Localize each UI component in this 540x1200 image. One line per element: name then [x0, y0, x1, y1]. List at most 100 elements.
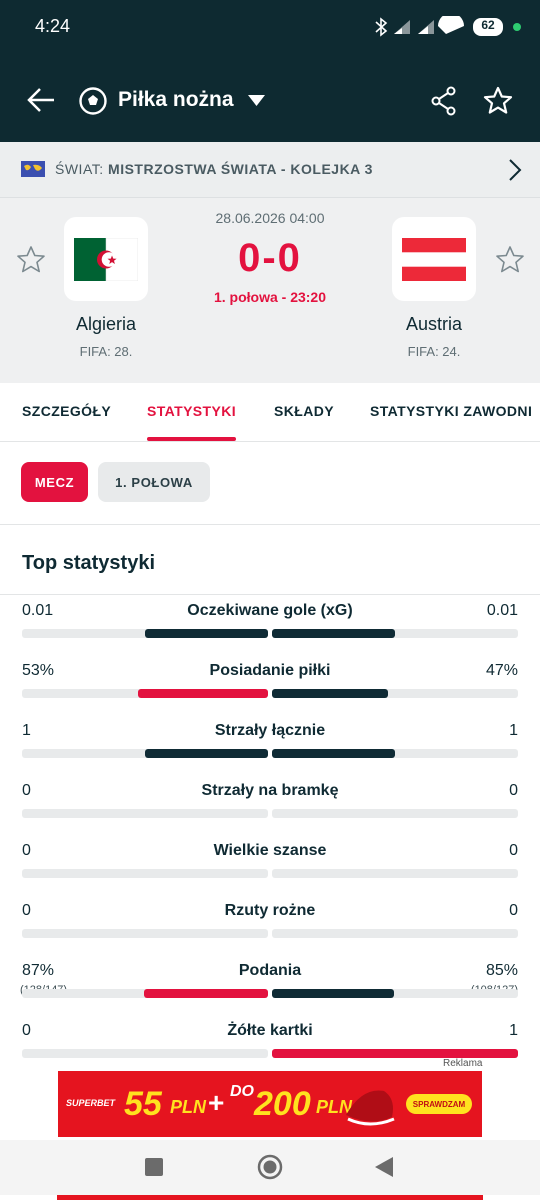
app-header: 4:24 62 Piłka nożna [0, 0, 540, 142]
divider [0, 524, 540, 525]
ad-button[interactable]: SPRAWDZAM [406, 1094, 472, 1114]
breadcrumb[interactable]: ŚWIAT: MISTRZOSTWA ŚWIATA - KOLEJKA 3 [0, 142, 540, 198]
bar-track [272, 749, 518, 758]
breadcrumb-competition: MISTRZOSTWA ŚWIATA - KOLEJKA 3 [108, 161, 373, 177]
stat-home-value: 0 [22, 782, 31, 799]
stat-home-value: 87% [22, 962, 55, 979]
status-time: 4:24 [35, 16, 71, 36]
stat-away-value: 0 [509, 782, 518, 799]
bar-home [137, 689, 268, 698]
bar-track [22, 869, 268, 878]
bar-track [272, 989, 518, 998]
away-favourite[interactable] [495, 245, 525, 274]
home-favourite[interactable] [16, 245, 46, 274]
stat-label: Strzały na bramkę [201, 782, 339, 799]
stat-away-value: 0.01 [486, 602, 518, 619]
ad-currency: PLN [316, 1097, 352, 1117]
match-date: 28.06.2026 04:00 [215, 210, 325, 226]
stat-label: Oczekiwane gole (xG) [187, 602, 353, 619]
stat-label: Wielkie szanse [213, 842, 327, 859]
match-status: 1. połowa - 23:20 [213, 289, 327, 305]
stat-label: Strzały łącznie [214, 722, 326, 739]
bar-away [272, 629, 395, 638]
stat-label: Podania [238, 962, 302, 979]
match-score: 0-0 [238, 236, 302, 280]
bar-away [272, 989, 394, 998]
bar-track [22, 929, 268, 938]
bar-track [272, 809, 518, 818]
world-flag [21, 161, 45, 177]
filter-pill[interactable]: 1. POŁOWA [98, 462, 210, 502]
bar-track [272, 689, 518, 698]
tab[interactable]: SKŁADY [274, 403, 334, 419]
bar-away [272, 689, 388, 698]
stat-home-value: 1 [22, 722, 31, 739]
home-logo[interactable] [64, 217, 148, 301]
ad-currency: PLN [170, 1097, 206, 1117]
stat-home-value: 53% [22, 662, 55, 679]
stat-away-value: 1 [509, 722, 518, 739]
tab[interactable]: STATYSTYKI [147, 403, 237, 419]
stat-home-value: 0 [22, 842, 31, 859]
ad-banner[interactable]: SUPERBET 55 PLN + DO 200 PLN SPRAWDZAM [58, 1071, 482, 1137]
tab[interactable]: STATYSTYKI ZAWODNI [370, 403, 533, 419]
sport-icon [79, 87, 107, 115]
home-button[interactable] [257, 1154, 283, 1180]
dropdown-arrow[interactable] [248, 95, 266, 107]
ad-shoe [346, 1090, 395, 1126]
ad-label: Reklama [443, 1058, 483, 1069]
stat-away-value: 0 [509, 902, 518, 919]
breadcrumb-text: ŚWIAT: MISTRZOSTWA ŚWIATA - KOLEJKA 3 [55, 161, 373, 177]
filter-pill[interactable]: MECZ [21, 462, 88, 502]
share-button[interactable] [430, 86, 458, 116]
bar-track [22, 1049, 268, 1058]
divider [0, 594, 540, 595]
stat-away-value: 0 [509, 842, 518, 859]
back-button[interactable] [26, 86, 56, 114]
stat-away-value: 47% [485, 662, 518, 679]
tab-indicator [147, 437, 236, 441]
ad-edge [57, 1195, 483, 1200]
ad-prefix: DO [230, 1083, 254, 1100]
away-rank: FIFA: 24. [407, 344, 461, 359]
ad-amount: 55 [124, 1085, 162, 1123]
favourite-button[interactable] [483, 86, 513, 115]
back-nav-button[interactable] [374, 1156, 394, 1178]
tab[interactable]: SZCZEGÓŁY [22, 403, 112, 419]
bar-track [272, 869, 518, 878]
bar-home [143, 989, 268, 998]
stat-away-value: 1 [509, 1022, 518, 1039]
bar-home [145, 629, 268, 638]
bar-track [272, 929, 518, 938]
stat-home-value: 0 [22, 1022, 31, 1039]
recents-button[interactable] [145, 1158, 163, 1176]
breadcrumb-country: ŚWIAT: [55, 161, 104, 177]
match-header: 28.06.2026 04:00 0-0 1. połowa - 23:20 A… [0, 198, 540, 383]
home-name[interactable]: Algieria [75, 314, 137, 334]
section-title: Top statystyki [22, 552, 155, 574]
bar-track [22, 809, 268, 818]
chevron-right [509, 159, 522, 181]
ad-amount: 200 [254, 1085, 311, 1123]
stat-away-value: 85% [485, 962, 518, 979]
system-nav [0, 1140, 540, 1195]
stat-home-value: 0.01 [22, 602, 54, 619]
stat-home-value: 0 [22, 902, 31, 919]
ad-brand: SUPERBET [66, 1098, 116, 1108]
ad-plus: + [208, 1087, 225, 1118]
bar-track [272, 629, 518, 638]
tab-bar: SZCZEGÓŁY STATYSTYKI SKŁADY STATYSTYKI ZAWO… [0, 383, 540, 442]
stat-label: Posiadanie piłki [209, 662, 331, 679]
status-icons [375, 16, 521, 37]
stat-label: Rzuty rożne [224, 902, 316, 919]
away-name[interactable]: Austria [405, 314, 463, 334]
home-rank: FIFA: 28. [79, 344, 133, 359]
bar-home [145, 749, 268, 758]
bar-away [272, 749, 395, 758]
austria-flag [402, 238, 466, 281]
sport-title[interactable]: Piłka nożna [118, 88, 234, 111]
algeria-flag [74, 238, 138, 281]
battery-level: 62 [481, 18, 495, 32]
away-logo[interactable] [392, 217, 476, 301]
